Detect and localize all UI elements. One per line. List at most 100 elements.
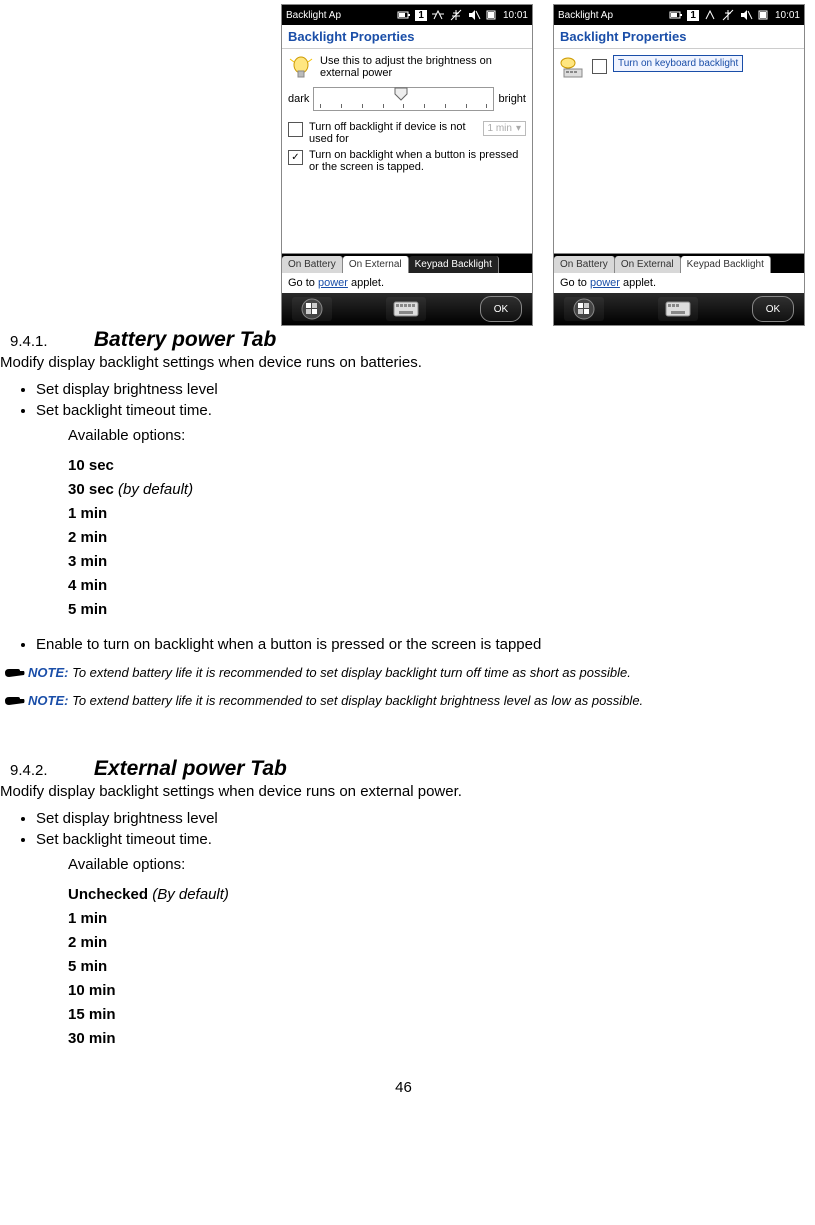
list-item: Set display brightness level (36, 381, 807, 398)
option-item: 2 min (68, 526, 807, 550)
tab-on-battery[interactable]: On Battery (554, 256, 615, 273)
brightness-desc: Use this to adjust the brightness on ext… (320, 55, 526, 79)
power-link[interactable]: power (590, 277, 620, 289)
app-title: Backlight Ap (558, 10, 613, 21)
volume-icon (467, 8, 481, 22)
screen-body: Turn on keyboard backlight (554, 49, 804, 253)
battery-level-icon (757, 8, 771, 22)
note-text: To extend battery life it is recommended… (68, 665, 630, 680)
nav-bar: OK (282, 293, 532, 325)
brightness-slider[interactable] (313, 87, 494, 111)
tab-on-battery[interactable]: On Battery (282, 256, 343, 273)
option-item: 1 min (68, 502, 807, 526)
option-item: 5 min (68, 955, 807, 979)
tab-on-external[interactable]: On External (615, 256, 681, 273)
page-number: 46 (0, 1079, 807, 1096)
section-heading-941: 9.4.1. Battery power Tab (10, 328, 807, 352)
section-intro: Modify display backlight settings when d… (0, 783, 807, 800)
section-number: 9.4.2. (10, 762, 90, 779)
bullet-list: Enable to turn on backlight when a butto… (36, 636, 807, 653)
note-label: NOTE: (28, 693, 68, 708)
list-item: Set backlight timeout time. (36, 402, 807, 419)
option-item: 10 sec (68, 454, 807, 478)
section-title: Battery power Tab (94, 328, 276, 351)
clock: 10:01 (775, 10, 800, 21)
slider-thumb[interactable] (393, 86, 409, 102)
screenshot-on-external: Backlight Ap 1 10:01 (281, 4, 533, 326)
option-item: 1 min (68, 907, 807, 931)
connection-icon (431, 8, 445, 22)
bullet-list: Set display brightness level Set backlig… (36, 381, 807, 419)
window-title: Backlight Properties (282, 25, 532, 49)
ok-button[interactable]: OK (480, 296, 522, 322)
sim-indicator: 1 (687, 10, 699, 21)
keyboard-button[interactable] (658, 297, 698, 321)
slider-label-bright: bright (498, 93, 526, 105)
pointing-hand-icon (4, 665, 26, 681)
note-2: NOTE: To extend battery life it is recom… (4, 693, 807, 709)
bulb-icon (288, 55, 314, 81)
note-label: NOTE: (28, 665, 68, 680)
option-item: 30 min (68, 1027, 807, 1051)
timeout-dropdown[interactable]: 1 min ▾ (483, 121, 526, 136)
list-item: Set backlight timeout time. (36, 831, 807, 848)
checkbox-timeout[interactable] (288, 122, 303, 137)
tab-on-external[interactable]: On External (343, 256, 409, 273)
tab-keypad-backlight[interactable]: Keypad Backlight (681, 256, 771, 273)
keyboard-backlight-label: Turn on keyboard backlight (613, 55, 743, 72)
option-item: 30 sec (by default) (68, 478, 807, 502)
option-item: 2 min (68, 931, 807, 955)
note-text: To extend battery life it is recommended… (68, 693, 643, 708)
section-number: 9.4.1. (10, 333, 90, 350)
section-title: External power Tab (94, 757, 287, 780)
option-item: 3 min (68, 550, 807, 574)
status-bar: Backlight Ap 1 10:01 (554, 5, 804, 25)
battery-level-icon (485, 8, 499, 22)
signal-icon (449, 8, 463, 22)
checkbox-keyboard-backlight[interactable] (592, 59, 607, 74)
slider-label-dark: dark (288, 93, 309, 105)
tab-keypad-backlight[interactable]: Keypad Backlight (409, 256, 499, 273)
option-item: 15 min (68, 1003, 807, 1027)
battery-icon (669, 8, 683, 22)
signal-icon (721, 8, 735, 22)
power-link[interactable]: power (318, 277, 348, 289)
available-options-label: Available options: (68, 856, 807, 873)
chevron-down-icon: ▾ (516, 123, 521, 134)
battery-icon (397, 8, 411, 22)
clock: 10:01 (503, 10, 528, 21)
status-bar: Backlight Ap 1 10:01 (282, 5, 532, 25)
available-options-label: Available options: (68, 427, 807, 444)
bullet-list: Set display brightness level Set backlig… (36, 810, 807, 848)
tab-bar: On Battery On External Keypad Backlight (554, 253, 804, 273)
timeout-label: Turn off backlight if device is not used… (309, 121, 473, 145)
tab-bar: On Battery On External Keypad Backlight (282, 253, 532, 273)
section-heading-942: 9.4.2. External power Tab (10, 757, 807, 781)
start-button[interactable] (564, 297, 604, 321)
list-item: Enable to turn on backlight when a butto… (36, 636, 807, 653)
window-title: Backlight Properties (554, 25, 804, 49)
screen-body: Use this to adjust the brightness on ext… (282, 49, 532, 253)
ok-button[interactable]: OK (752, 296, 794, 322)
volume-icon (739, 8, 753, 22)
goto-link-row: Go to power applet. (554, 273, 804, 293)
keyboard-button[interactable] (386, 297, 426, 321)
list-item: Set display brightness level (36, 810, 807, 827)
checkbox-turn-on[interactable]: ✓ (288, 150, 303, 165)
note-1: NOTE: To extend battery life it is recom… (4, 665, 807, 681)
nav-bar: OK (554, 293, 804, 325)
start-button[interactable] (292, 297, 332, 321)
screenshots-container: Backlight Ap 1 10:01 (0, 4, 805, 326)
option-item: Unchecked (By default) (68, 883, 807, 907)
keyboard-backlight-icon (560, 55, 586, 81)
screenshot-keypad-backlight: Backlight Ap 1 10:01 (553, 4, 805, 326)
connection-icon (703, 8, 717, 22)
sim-indicator: 1 (415, 10, 427, 21)
options-list-1: 10 sec 30 sec (by default) 1 min 2 min 3… (68, 454, 807, 622)
app-title: Backlight Ap (286, 10, 341, 21)
option-item: 5 min (68, 598, 807, 622)
goto-link-row: Go to power applet. (282, 273, 532, 293)
option-item: 4 min (68, 574, 807, 598)
options-list-2: Unchecked (By default) 1 min 2 min 5 min… (68, 883, 807, 1051)
turn-on-label: Turn on backlight when a button is press… (309, 149, 526, 173)
